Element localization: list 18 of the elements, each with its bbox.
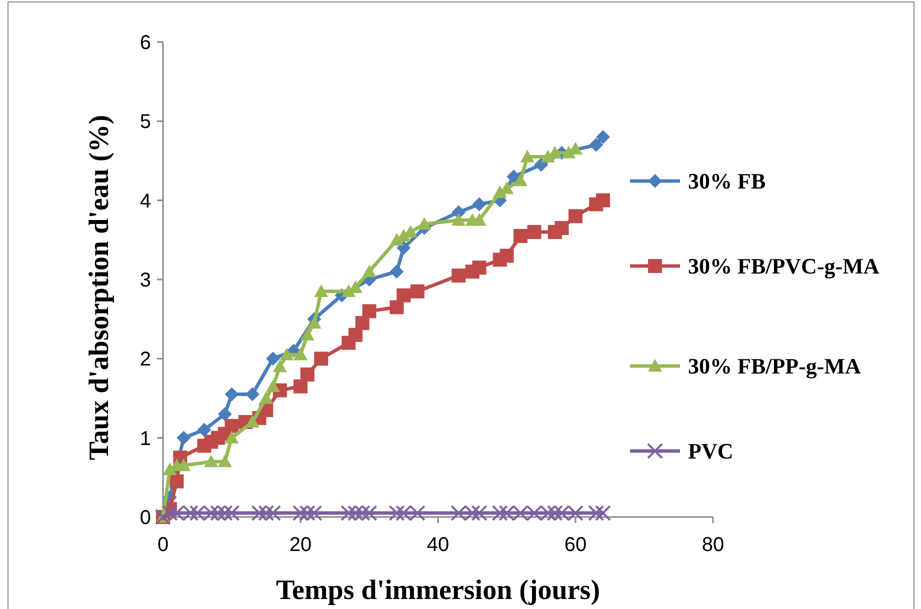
y-tick-label: 4	[140, 190, 151, 212]
y-tick-label: 5	[140, 111, 151, 134]
x-tick-label: 0	[157, 534, 169, 556]
legend-label: 30% FB/PP-g-MA	[688, 354, 862, 379]
y-tick-label: 6	[140, 32, 151, 54]
legend-label: 30% FB/PVC-g-MA	[688, 254, 880, 279]
y-tick-label: 3	[140, 270, 151, 292]
y-tick-label: 0	[140, 507, 151, 529]
x-tick-label: 60	[564, 534, 587, 556]
x-tick-label: 40	[426, 534, 450, 556]
x-axis-title: Temps d'immersion (jours)	[276, 575, 600, 606]
legend-label: PVC	[688, 438, 734, 464]
y-tick-label: 1	[140, 428, 151, 450]
y-tick-label: 2	[140, 348, 151, 371]
legend-label: 30% FB	[688, 168, 766, 194]
x-tick-label: 80	[702, 534, 724, 556]
y-axis-title: Taux d'absorption d'eau (%)	[84, 114, 115, 460]
x-tick-label: 20	[289, 534, 312, 556]
